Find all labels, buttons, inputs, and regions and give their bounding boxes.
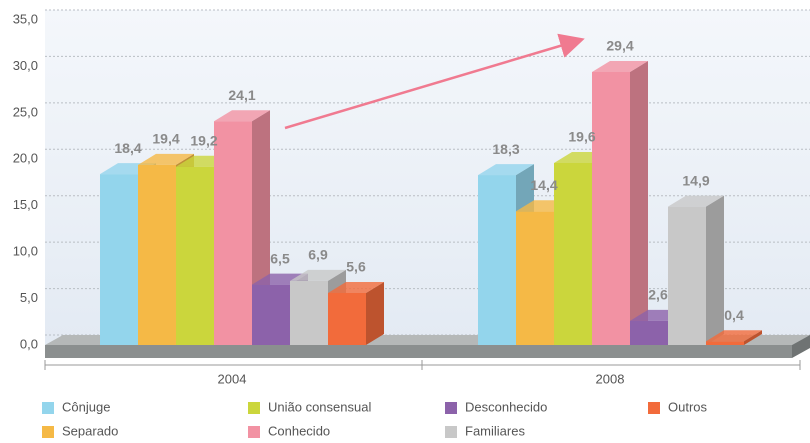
value-label: 18,4: [114, 140, 141, 156]
legend-label: Conhecido: [268, 423, 330, 438]
legend-swatch: [648, 402, 660, 414]
y-tick-label: 35,0: [13, 11, 38, 26]
y-tick-label: 5,0: [20, 290, 38, 305]
bar: [478, 175, 516, 345]
bar-top: [290, 269, 346, 281]
legend-label: Outros: [668, 399, 708, 414]
legend-label: Familiares: [465, 423, 525, 438]
x-tick-label: 2004: [218, 371, 247, 386]
legend-swatch: [42, 402, 54, 414]
bar: [252, 284, 290, 345]
legend-label: Cônjuge: [62, 399, 110, 414]
y-tick-label: 20,0: [13, 151, 38, 166]
bar: [706, 341, 744, 345]
legend-swatch: [445, 402, 457, 414]
bar: [176, 166, 214, 345]
trend-arrow: [284, 33, 585, 130]
bar-top: [328, 282, 384, 293]
bar-top: [138, 153, 194, 165]
bar: [554, 163, 592, 345]
value-label: 6,5: [270, 250, 290, 266]
y-tick-label: 30,0: [13, 58, 38, 73]
y-tick-label: 15,0: [13, 197, 38, 212]
value-label: 29,4: [606, 38, 633, 54]
legend-swatch: [248, 402, 260, 414]
bar-top: [214, 110, 270, 122]
bar-side: [630, 61, 648, 345]
bar-top: [592, 61, 648, 72]
bar: [668, 206, 706, 345]
bar: [630, 320, 668, 345]
y-tick-label: 0,0: [20, 336, 38, 351]
value-label: 18,3: [492, 141, 519, 157]
value-label: 6,9: [308, 247, 328, 263]
bar: [290, 280, 328, 345]
bar-side: [706, 195, 724, 345]
bar-side: [744, 330, 762, 345]
value-label: 19,4: [152, 131, 179, 147]
value-label: 19,2: [190, 132, 217, 148]
value-label: 19,6: [568, 129, 595, 145]
legend-label: Desconhecido: [465, 399, 547, 414]
bar: [100, 174, 138, 345]
bar: [214, 121, 252, 345]
value-label: 2,6: [648, 287, 668, 303]
floor-side: [792, 335, 810, 358]
bar-side: [366, 282, 384, 345]
bar-top: [478, 164, 534, 176]
bar-top: [706, 330, 762, 342]
value-label: 14,9: [682, 172, 709, 188]
value-label: 5,6: [346, 259, 366, 275]
floor-front: [45, 345, 792, 358]
legend-label: Separado: [62, 423, 118, 438]
legend-swatch: [42, 426, 54, 438]
legend-label: União consensual: [268, 399, 371, 414]
value-label: 24,1: [228, 87, 255, 103]
value-label: 14,4: [530, 177, 557, 193]
bar-top: [668, 195, 724, 207]
legend-swatch: [445, 426, 457, 438]
bar: [328, 293, 366, 345]
y-tick-label: 10,0: [13, 244, 38, 259]
legend-swatch: [248, 426, 260, 438]
value-label: 0,4: [724, 307, 744, 323]
bar: [516, 211, 554, 345]
y-tick-label: 25,0: [13, 104, 38, 119]
x-tick-label: 2008: [596, 371, 625, 386]
bar: [592, 72, 630, 345]
bar: [138, 164, 176, 345]
